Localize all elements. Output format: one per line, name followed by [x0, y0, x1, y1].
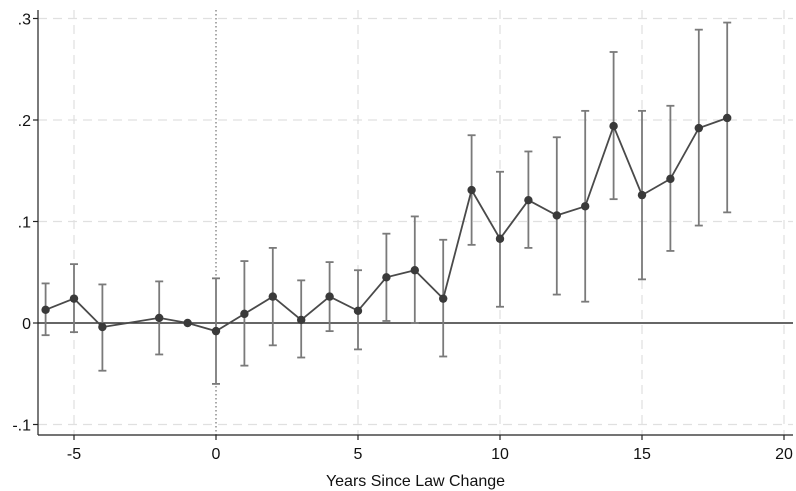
x-tick-label: 15 — [633, 446, 651, 463]
data-point — [297, 315, 306, 325]
data-points — [41, 113, 732, 336]
data-point — [98, 322, 107, 332]
data-point — [183, 318, 192, 328]
data-point — [723, 113, 732, 123]
x-tick-label: -5 — [67, 446, 81, 463]
x-tick-label: 20 — [775, 446, 793, 463]
data-point — [353, 306, 363, 316]
series-line — [45, 117, 728, 333]
x-tick-label: 0 — [212, 446, 221, 463]
data-point — [666, 174, 675, 184]
data-point — [609, 121, 618, 131]
data-point — [69, 294, 79, 303]
data-point — [694, 123, 703, 133]
data-point — [41, 305, 50, 315]
x-tick-label: 5 — [354, 446, 363, 463]
series-path — [45, 117, 728, 333]
y-tick-label: -.1 — [12, 418, 31, 435]
error-bars — [41, 21, 732, 385]
data-point — [467, 185, 476, 195]
data-point — [495, 234, 505, 243]
tick-labels: -.1 0 .1 .2 .3 -5 0 5 10 15 20 — [12, 12, 793, 464]
y-tick-label: .1 — [18, 215, 31, 232]
data-point — [268, 292, 277, 301]
data-point — [439, 294, 448, 303]
y-tick-label: .3 — [18, 12, 31, 29]
data-point — [325, 292, 334, 301]
data-point — [155, 313, 164, 323]
x-axis-title: Years Since Law Change — [326, 473, 505, 490]
data-point — [410, 266, 419, 275]
data-point — [382, 273, 391, 282]
data-point — [637, 190, 647, 200]
data-point — [581, 202, 590, 211]
x-tick-label: 10 — [491, 446, 509, 463]
data-point — [240, 309, 249, 319]
y-tick-label: .2 — [18, 113, 31, 130]
y-tick-label: 0 — [22, 316, 31, 333]
data-point — [552, 211, 561, 220]
data-point — [211, 326, 221, 336]
data-point — [524, 195, 533, 205]
axes — [33, 10, 793, 440]
